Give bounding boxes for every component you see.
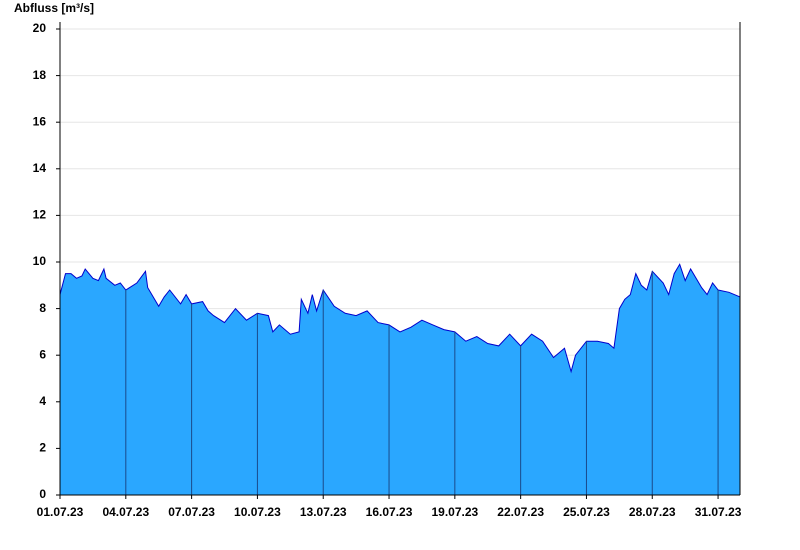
x-tick-label: 28.07.23 bbox=[629, 505, 676, 519]
y-tick-label: 16 bbox=[33, 114, 47, 128]
y-tick-label: 12 bbox=[33, 208, 47, 222]
y-tick-label: 2 bbox=[39, 441, 46, 455]
y-tick-label: 8 bbox=[39, 301, 46, 315]
area bbox=[60, 264, 740, 495]
y-tick-label: 20 bbox=[33, 21, 47, 35]
x-tick-label: 07.07.23 bbox=[168, 505, 215, 519]
y-tick-label: 18 bbox=[33, 68, 47, 82]
x-tick-label: 19.07.23 bbox=[431, 505, 478, 519]
x-tick-label: 10.07.23 bbox=[234, 505, 281, 519]
y-tick-label: 4 bbox=[39, 394, 46, 408]
x-tick-label: 25.07.23 bbox=[563, 505, 610, 519]
x-tick-label: 22.07.23 bbox=[497, 505, 544, 519]
x-tick-label: 31.07.23 bbox=[695, 505, 742, 519]
y-axis-label: Abfluss [m³/s] bbox=[14, 1, 94, 15]
x-tick-label: 01.07.23 bbox=[37, 505, 84, 519]
x-tick-label: 04.07.23 bbox=[102, 505, 149, 519]
x-tick-label: 16.07.23 bbox=[366, 505, 413, 519]
y-tick-label: 10 bbox=[33, 254, 47, 268]
line bbox=[59, 263, 741, 374]
y-tick-label: 14 bbox=[33, 161, 47, 175]
x-tick-label: 13.07.23 bbox=[300, 505, 347, 519]
y-tick-label: 0 bbox=[39, 487, 46, 501]
y-tick-label: 6 bbox=[39, 347, 46, 361]
